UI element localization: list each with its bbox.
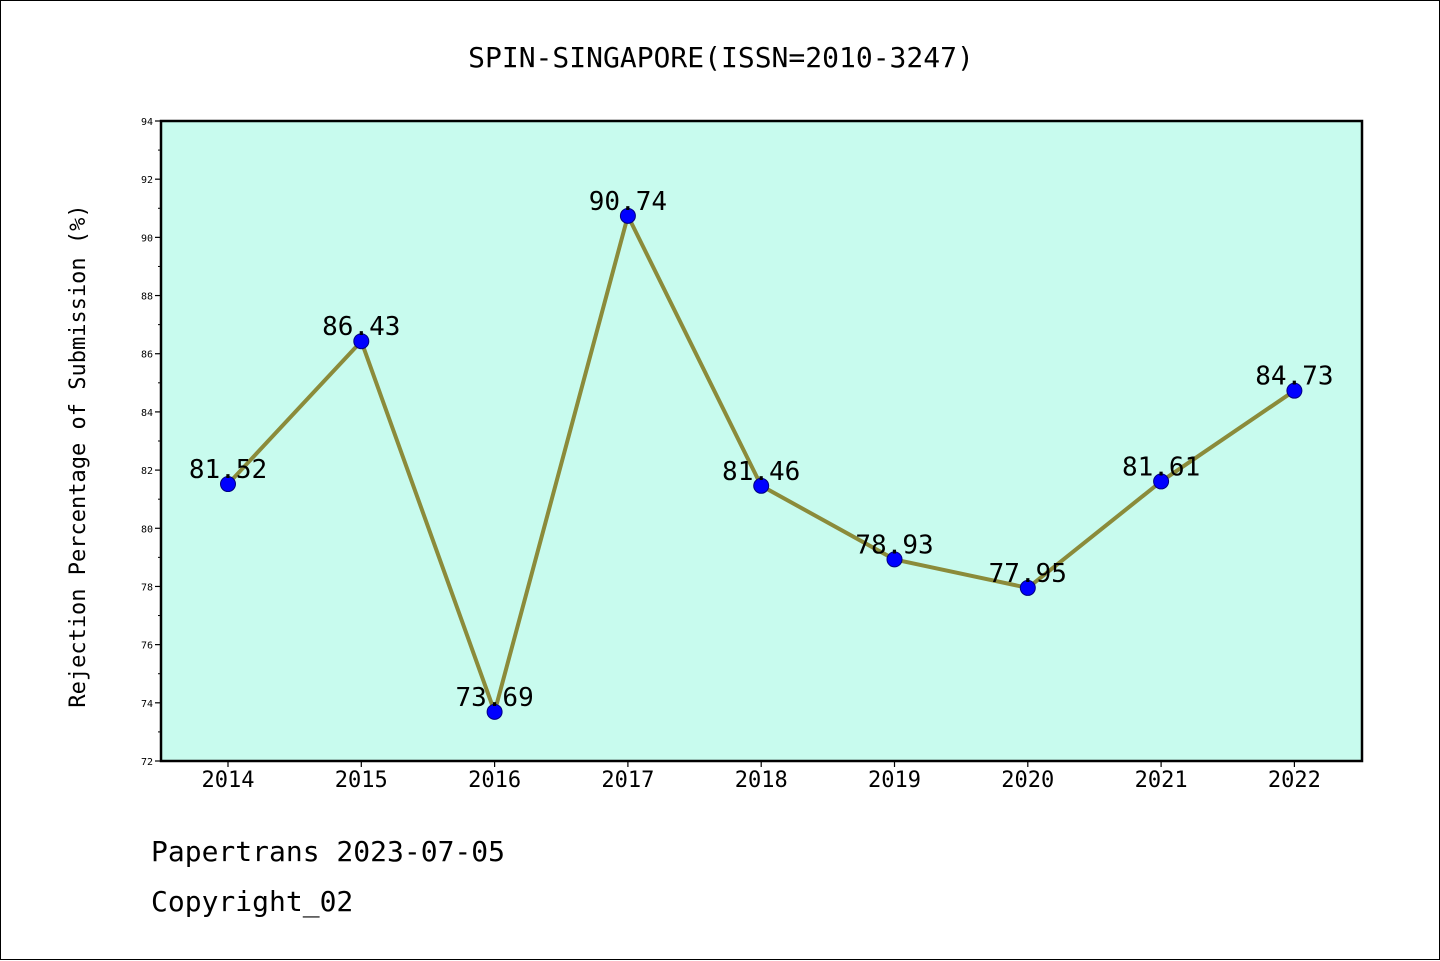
y-tick-label: 84	[141, 408, 153, 419]
plot-area	[159, 119, 1364, 763]
y-axis: 72 74 76 78 80 82 84 86 88 90 92 94	[141, 117, 161, 768]
y-tick-label: 80	[141, 524, 153, 535]
y-tick-label: 88	[141, 292, 153, 303]
data-point	[1286, 382, 1303, 399]
data-label: 81.61	[1122, 452, 1200, 482]
y-tick-label: 90	[141, 233, 153, 244]
x-tick-label: 2022	[1268, 768, 1321, 793]
y-tick-label: 78	[141, 582, 153, 593]
x-tick-label: 2019	[868, 768, 921, 793]
data-label: 81.46	[722, 457, 800, 487]
chart-title: SPIN-SINGAPORE(ISSN=2010-3247)	[468, 41, 974, 74]
y-tick-label: 94	[141, 117, 153, 128]
y-tick-label: 72	[141, 757, 153, 768]
data-label: 77.95	[989, 559, 1067, 589]
data-label: 78.93	[855, 530, 933, 560]
data-point	[753, 477, 770, 494]
y-tick-label: 76	[141, 641, 153, 652]
data-label: 81.52	[189, 455, 267, 485]
y-tick-label: 92	[141, 175, 153, 186]
y-tick-label: 82	[141, 466, 153, 477]
data-point	[1019, 579, 1036, 596]
y-axis-label: Rejection Percentage of Submission (%)	[66, 204, 91, 707]
y-tick-label: 86	[141, 350, 153, 361]
x-tick-label: 2014	[202, 768, 255, 793]
x-tick-label: 2017	[601, 768, 654, 793]
data-point	[486, 703, 503, 720]
data-point	[619, 207, 636, 224]
data-point	[353, 333, 370, 350]
data-point	[220, 476, 236, 493]
x-tick-label: 2015	[335, 768, 388, 793]
series-layer	[220, 207, 1303, 720]
y-tick-label: 74	[141, 699, 153, 710]
data-label: 84.73	[1255, 362, 1333, 392]
x-axis: 2014 2015 2016 2017 2018 2019 2020 2021 2022	[202, 761, 1321, 793]
data-label: 90.74	[589, 187, 667, 217]
data-point	[1153, 473, 1170, 490]
data-label-layer: 81.52 86.43 73.69 90.74 81.46 78.93 77.95 81.61…	[189, 187, 1334, 713]
x-tick-label: 2021	[1135, 768, 1188, 793]
data-label: 86.43	[322, 312, 400, 342]
x-tick-label: 2020	[1001, 768, 1054, 793]
data-point	[886, 551, 903, 568]
data-label: 73.69	[455, 683, 533, 713]
x-tick-label: 2018	[735, 768, 788, 793]
x-tick-label: 2016	[468, 768, 521, 793]
footer-date: Papertrans 2023-07-05	[151, 835, 506, 868]
footer-copyright: Copyright_02	[151, 885, 354, 918]
